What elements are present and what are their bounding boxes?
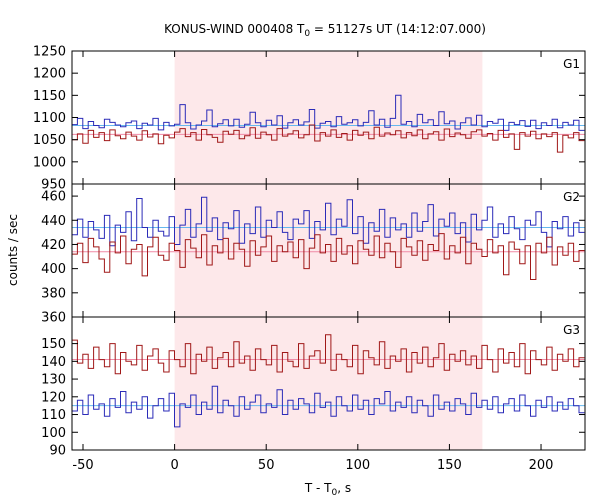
y-tick-label: 420	[41, 238, 66, 253]
y-tick-label: 1000	[33, 155, 66, 170]
panel-frame	[71, 316, 586, 451]
y-tick-label: 100	[41, 426, 66, 441]
highlight-interval	[174, 51, 483, 184]
y-tick-label: 360	[41, 311, 66, 326]
y-tick-label: 460	[41, 190, 66, 205]
panel-g3: 90 100 110 120 130 140 150 G3	[41, 316, 586, 459]
g3-upper-series	[72, 385, 585, 428]
highlight-interval	[174, 184, 483, 317]
panel-g1: 950 1000 1050 1100 1150 1200 1250 G1	[33, 45, 586, 193]
y-tick-label: 400	[41, 262, 66, 277]
y-tick-label: 440	[41, 214, 66, 229]
g2-lower-series	[72, 233, 585, 280]
g1-lower-series	[72, 124, 585, 153]
x-tick-label: 50	[258, 458, 275, 473]
y-tick-label: 110	[41, 408, 66, 423]
y-tick-label: 1150	[33, 89, 66, 104]
g2-upper-series	[72, 196, 585, 248]
y-tick-label: 1050	[33, 133, 66, 148]
y-tick-label: 380	[41, 286, 66, 301]
y-tick-label: 120	[41, 390, 66, 405]
y-tick-label: 950	[41, 178, 66, 193]
y-tick-label: 140	[41, 355, 66, 370]
chart-title: KONUS-WIND 000408 T0 = 51127s UT (14:12:…	[164, 22, 486, 39]
highlight-interval	[174, 317, 483, 450]
plot-area: 950100010501100115012001250G136038040042…	[33, 45, 586, 473]
y-tick-label: 1200	[33, 67, 66, 82]
panel-label: G1	[563, 57, 580, 71]
y-tick-label: 1250	[33, 45, 66, 60]
g1-upper-series	[72, 94, 585, 131]
x-tick-label: -50	[72, 458, 93, 473]
x-tick-label: 100	[345, 458, 370, 473]
y-tick-label: 90	[49, 444, 66, 459]
y-tick-label: 1100	[33, 111, 66, 126]
y-axis-title: counts / sec	[6, 214, 20, 286]
g3-lower-series	[72, 334, 585, 375]
x-tick-label: 150	[437, 458, 462, 473]
y-tick-label: 130	[41, 373, 66, 388]
panel-label: G3	[563, 323, 580, 337]
x-tick-label: 0	[170, 458, 178, 473]
panel-g2: 360 380 400 420 440 460 G2	[41, 183, 586, 326]
panel-label: G2	[563, 190, 580, 204]
x-axis-title: T - T0, s	[304, 481, 351, 498]
y-tick-label: 150	[41, 337, 66, 352]
x-tick-label: 200	[529, 458, 554, 473]
